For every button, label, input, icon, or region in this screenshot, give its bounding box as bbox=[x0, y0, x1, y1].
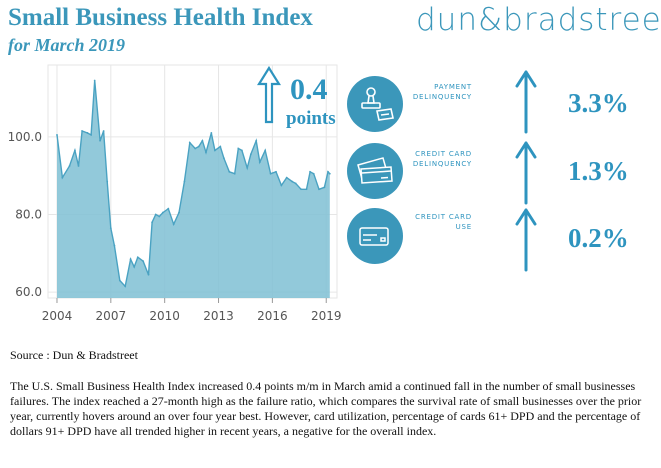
data-point bbox=[197, 145, 200, 148]
data-point bbox=[106, 180, 109, 183]
stamp-icon bbox=[361, 87, 394, 121]
y-tick-label: 60.0 bbox=[15, 285, 42, 299]
credit-card-delinquency-badge bbox=[347, 143, 403, 199]
data-point bbox=[219, 145, 222, 148]
data-point bbox=[201, 139, 204, 142]
data-point bbox=[151, 221, 154, 224]
data-point bbox=[210, 132, 213, 134]
headline-change-value: 0.4 bbox=[290, 73, 328, 106]
data-point bbox=[275, 170, 277, 173]
data-point bbox=[294, 182, 297, 185]
data-point bbox=[118, 279, 121, 282]
x-tick-label: 2004 bbox=[42, 309, 73, 323]
x-tick-label: 2007 bbox=[96, 309, 127, 323]
chart-axes: 2004 2007 2010 2013 2016 2019 60.0 80.0 100.0 bbox=[8, 79, 342, 323]
y-tick-label: 80.0 bbox=[15, 208, 42, 222]
data-point bbox=[258, 161, 261, 163]
data-point bbox=[205, 151, 207, 154]
data-point bbox=[312, 172, 315, 175]
data-point bbox=[158, 215, 161, 218]
headline-up-arrow-icon bbox=[257, 66, 281, 124]
data-point bbox=[246, 167, 249, 169]
metric-up-arrow-icon bbox=[515, 141, 537, 205]
data-point bbox=[178, 211, 180, 214]
data-point bbox=[61, 176, 64, 179]
data-point bbox=[142, 260, 145, 263]
data-point bbox=[183, 180, 186, 183]
data-point bbox=[309, 170, 311, 173]
data-point bbox=[255, 139, 258, 142]
data-point bbox=[214, 149, 216, 152]
y-tick-label: 100.0 bbox=[8, 130, 42, 144]
data-point bbox=[269, 172, 272, 175]
data-point bbox=[280, 184, 283, 187]
data-point bbox=[136, 256, 139, 259]
data-point bbox=[291, 180, 294, 183]
data-point bbox=[56, 134, 58, 136]
credit-card-icon bbox=[359, 227, 389, 246]
data-point bbox=[74, 149, 76, 152]
data-point bbox=[264, 149, 267, 152]
metric-up-arrow-icon bbox=[515, 70, 537, 134]
data-point bbox=[109, 227, 112, 230]
metric-label-credit-card-delinquency: CREDIT CARD DELINQUENCY bbox=[412, 150, 472, 168]
data-point bbox=[318, 188, 320, 191]
summary-paragraph: The U.S. Small Business Health Index inc… bbox=[10, 379, 642, 438]
page-title: Small Business Health Index bbox=[8, 4, 313, 31]
data-point bbox=[194, 147, 197, 150]
data-point bbox=[147, 273, 150, 276]
source-note: Source : Dun & Bradstreet bbox=[10, 348, 138, 362]
x-tick-label: 2013 bbox=[203, 309, 234, 323]
data-point bbox=[237, 147, 240, 150]
data-point bbox=[240, 149, 243, 152]
data-point bbox=[68, 165, 71, 167]
x-tick-label: 2010 bbox=[149, 309, 180, 323]
metric-value-credit-card-delinquency: 1.3% bbox=[568, 156, 629, 186]
data-point bbox=[86, 132, 89, 134]
x-tick-label: 2019 bbox=[311, 309, 342, 323]
metric-up-arrow-icon bbox=[515, 208, 537, 272]
data-point bbox=[327, 170, 329, 173]
data-point bbox=[93, 79, 96, 82]
metric-value-credit-card-use: 0.2% bbox=[568, 223, 629, 253]
data-point bbox=[161, 211, 164, 214]
data-point bbox=[77, 165, 80, 167]
data-point bbox=[167, 207, 170, 210]
data-point bbox=[172, 223, 175, 226]
metric-value-payment-delinquency: 3.3% bbox=[568, 88, 629, 118]
data-point bbox=[228, 170, 231, 173]
x-tick-label: 2016 bbox=[257, 309, 288, 323]
headline-change-unit: points bbox=[286, 108, 336, 129]
data-point bbox=[305, 188, 308, 191]
credit-card-use-badge bbox=[347, 208, 403, 264]
data-point bbox=[124, 285, 127, 288]
data-point bbox=[113, 244, 116, 247]
metric-label-credit-card-use: CREDIT CARD USE bbox=[415, 213, 472, 231]
page-subtitle: for March 2019 bbox=[8, 35, 126, 55]
data-point bbox=[249, 153, 252, 156]
data-point bbox=[188, 141, 191, 144]
data-point bbox=[99, 139, 101, 142]
index-area bbox=[57, 80, 330, 298]
data-point bbox=[81, 130, 84, 132]
data-point bbox=[285, 176, 288, 179]
index-chart: 2004 2007 2010 2013 2016 2019 60.0 80.0 100.0 bbox=[8, 64, 342, 323]
data-point bbox=[90, 134, 92, 136]
data-point bbox=[323, 186, 326, 189]
brand-logo: dun&bradstreet bbox=[416, 2, 661, 38]
metric-label-payment-delinquency: PAYMENT DELINQUENCY bbox=[412, 83, 472, 101]
data-point bbox=[133, 266, 136, 268]
data-point bbox=[328, 172, 331, 175]
data-point bbox=[129, 258, 132, 261]
credit-cards-icon bbox=[357, 157, 393, 184]
data-point bbox=[300, 188, 302, 191]
data-point bbox=[102, 130, 105, 132]
data-point bbox=[223, 157, 225, 160]
data-point bbox=[233, 172, 236, 175]
data-point bbox=[154, 213, 157, 216]
payment-delinquency-badge bbox=[347, 76, 403, 132]
